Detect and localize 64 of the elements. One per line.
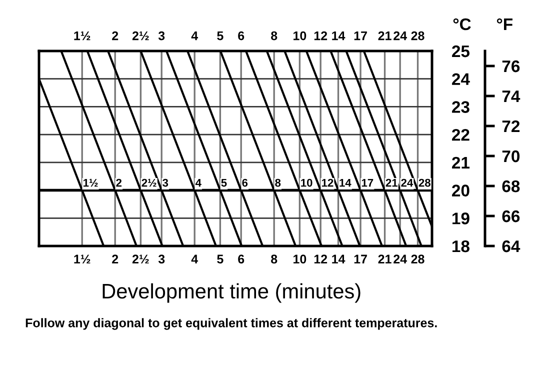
series-label: 24 <box>401 178 414 187</box>
y-tick-label: 22 <box>452 128 470 141</box>
series-label: 2 <box>116 178 122 187</box>
x-tick-label: 4 <box>191 254 198 264</box>
x-tick-label: 24 <box>394 254 407 264</box>
y-axis-title: °C <box>453 18 471 30</box>
y2-tick-label: 72 <box>502 120 520 132</box>
text: 28 <box>411 31 424 40</box>
x-tick-label: 12 <box>314 254 328 264</box>
y-tick-label: 25 <box>452 45 470 58</box>
x-tick-label: 3 <box>158 254 165 264</box>
series-label: 28 <box>418 178 430 187</box>
series-label: 1½ <box>84 178 98 187</box>
text: 8 <box>271 31 278 40</box>
text: 12 <box>314 31 328 40</box>
y2-tick-label: 68 <box>502 180 520 192</box>
series-label: 2½ <box>142 178 156 187</box>
y-tick-label: 21 <box>452 156 470 168</box>
x-tick-label: 8 <box>271 254 278 264</box>
text: 2 <box>112 31 118 40</box>
series-label: 4 <box>195 178 202 187</box>
series-label: 21 <box>386 178 398 187</box>
text: 1½ <box>74 31 90 40</box>
text: 14 <box>332 31 346 40</box>
y2-tick-label: 74 <box>502 90 520 102</box>
x-axis-title: Development time (minutes) <box>102 283 360 303</box>
series-label: 8 <box>275 178 281 187</box>
x-tick-label: 6 <box>238 254 244 264</box>
text: Follow any diagonal to get equivalent times at different temperatures. <box>26 318 437 330</box>
text: 21 <box>378 31 392 40</box>
x-tick-label: 14 <box>332 254 346 264</box>
y2-tick-label: 76 <box>502 60 520 72</box>
y2-tick-label: 70 <box>502 150 520 162</box>
x-tick-label: 2 <box>112 254 118 264</box>
series-label: 17 <box>362 178 374 187</box>
text: 2½ <box>132 31 149 40</box>
y-tick-label: 23 <box>452 101 470 113</box>
y2-tick-label: 66 <box>502 210 520 222</box>
series-label: 5 <box>221 178 227 187</box>
x-tick-label: 5 <box>217 254 224 264</box>
x-tick-label: 17 <box>354 254 367 264</box>
text: 5 <box>217 31 224 40</box>
series-label: 10 <box>301 178 312 187</box>
text: 17 <box>354 31 367 40</box>
y2-axis-title: °F <box>496 18 512 30</box>
series-label: 14 <box>340 178 352 187</box>
text: 6 <box>238 31 244 40</box>
y-tick-label: 19 <box>452 212 470 224</box>
text: 24 <box>394 31 407 40</box>
x-tick-label: 21 <box>378 254 392 264</box>
text: 4 <box>191 31 198 40</box>
x-tick-label: 28 <box>411 254 424 264</box>
y-tick-label: 18 <box>452 240 470 252</box>
series-label: 12 <box>322 178 334 187</box>
y-tick-label: 24 <box>452 73 470 85</box>
text: 3 <box>158 31 165 40</box>
x-tick-label: 10 <box>294 254 306 264</box>
x-tick-label: 2½ <box>132 254 149 264</box>
y-tick-label: 20 <box>452 184 470 196</box>
series-label: 3 <box>162 178 168 187</box>
series-label: 6 <box>242 178 248 187</box>
text: 10 <box>294 31 306 40</box>
y2-tick-label: 64 <box>502 240 520 252</box>
x-tick-label: 1½ <box>74 254 90 264</box>
